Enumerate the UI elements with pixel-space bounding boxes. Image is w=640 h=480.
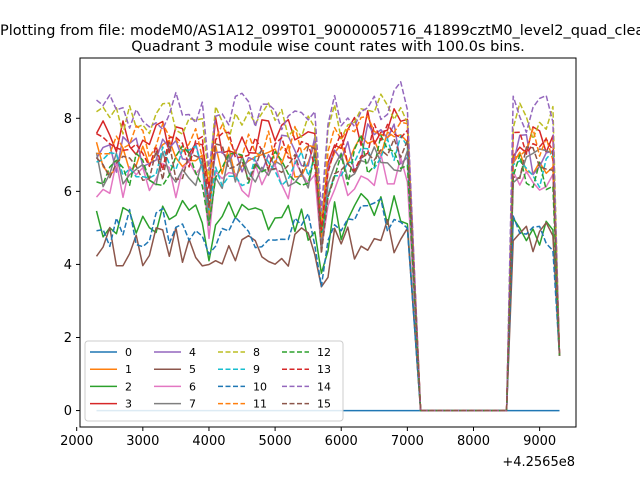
legend-label-3: 3 xyxy=(125,398,132,411)
x-tick-label: 8000 xyxy=(457,434,490,449)
legend-label-11: 11 xyxy=(253,398,267,411)
series-14-line xyxy=(96,81,561,412)
legend-label-6: 6 xyxy=(189,380,196,393)
legend-label-7: 7 xyxy=(189,398,196,411)
legend-box xyxy=(84,340,344,422)
legend-label-14: 14 xyxy=(317,380,331,393)
legend-label-12: 12 xyxy=(317,346,331,359)
series-15-line xyxy=(95,138,561,412)
legend-label-1: 1 xyxy=(125,363,132,376)
y-tick-label: 0 xyxy=(64,404,72,419)
figure-suptitle: Plotting from file: modeM0/AS1A12_099T01… xyxy=(0,23,640,39)
legend-label-2: 2 xyxy=(125,380,132,393)
y-tick-label: 4 xyxy=(64,258,72,273)
axes-frame xyxy=(79,57,577,428)
series-12-line xyxy=(96,134,561,412)
chart-title: Quadrant 3 module wise count rates with … xyxy=(131,39,525,55)
legend-label-10: 10 xyxy=(253,380,267,393)
legend-label-15: 15 xyxy=(317,398,331,411)
x-tick-label: 5000 xyxy=(259,434,292,449)
x-tick-label: 7000 xyxy=(391,434,424,449)
plot-area: 2000 3000 4000 5000 6000 7000 8000 900002468012… xyxy=(60,57,577,449)
y-tick-label: 8 xyxy=(64,112,72,127)
series-13-line xyxy=(96,123,561,412)
x-tick-label: 4000 xyxy=(192,434,225,449)
x-axis-offset-label: +4.2565e8 xyxy=(502,455,575,470)
x-tick-label: 3000 xyxy=(126,434,159,449)
x-tick-label: 6000 xyxy=(325,434,358,449)
legend-label-0: 0 xyxy=(125,346,132,359)
legend-label-13: 13 xyxy=(317,363,331,376)
legend-label-4: 4 xyxy=(189,346,196,359)
legend-label-9: 9 xyxy=(253,363,260,376)
x-tick-label: 9000 xyxy=(523,434,556,449)
legend-label-8: 8 xyxy=(253,346,260,359)
y-tick-label: 6 xyxy=(64,185,72,200)
legend-label-5: 5 xyxy=(189,363,196,376)
x-tick-label: 2000 xyxy=(60,434,93,449)
y-tick-label: 2 xyxy=(64,331,72,346)
